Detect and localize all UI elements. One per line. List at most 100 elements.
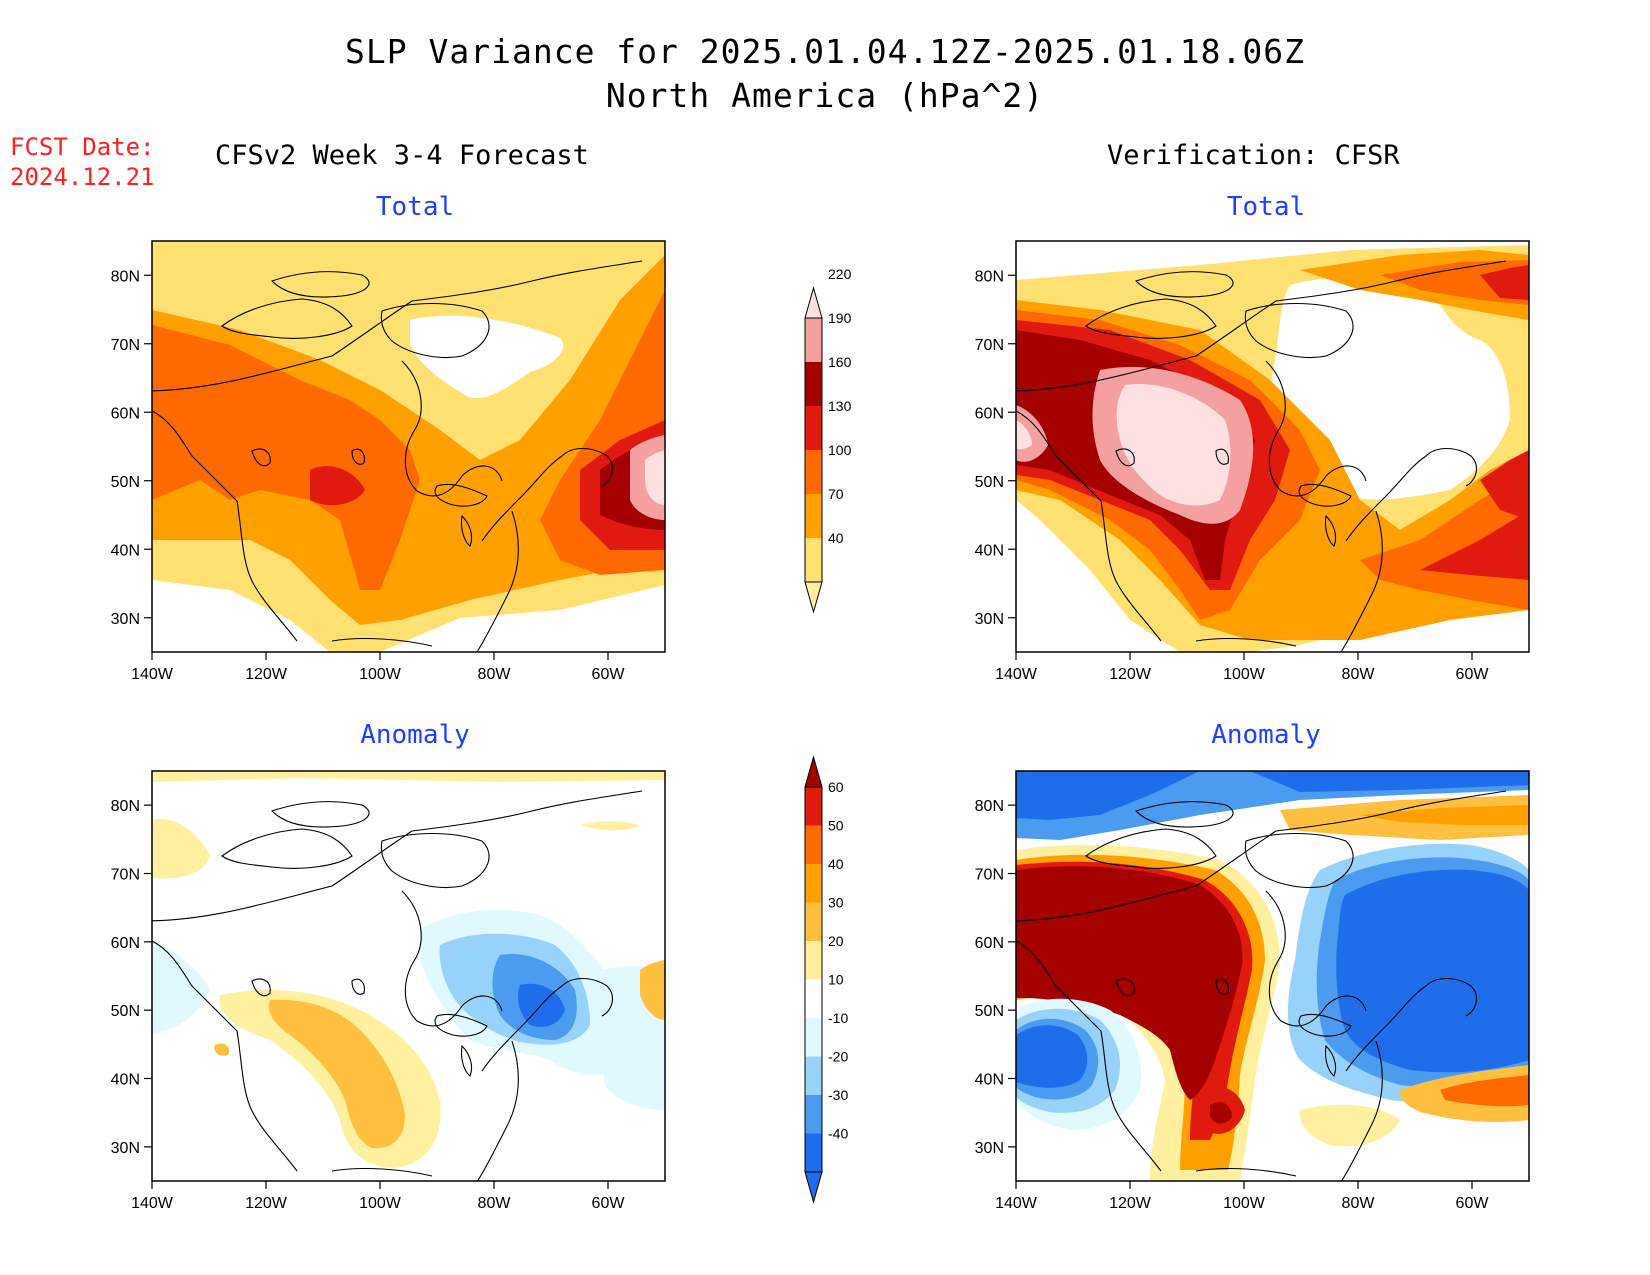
forecast-total-lat-tick-label: 60N bbox=[111, 405, 140, 422]
colorbar-anomaly-swatch bbox=[805, 825, 822, 864]
verification-anomaly-lat-tick-label: 80N bbox=[975, 798, 1004, 815]
forecast-total-lat-tick-label: 40N bbox=[111, 542, 140, 559]
forecast-anomaly-lat-tick-label: 30N bbox=[111, 1140, 140, 1157]
verification-anomaly-map bbox=[1016, 771, 1529, 1181]
forecast-total-map bbox=[152, 241, 665, 652]
forecast-anomaly-lon-tick-label: 140W bbox=[131, 1195, 174, 1212]
forecast-anomaly-lat-tick-label: 80N bbox=[111, 798, 140, 815]
forecast-total-lat-tick-label: 30N bbox=[111, 611, 140, 628]
colorbar-anomaly-swatch bbox=[805, 864, 822, 903]
colorbar-anomaly-level-label: 60 bbox=[828, 779, 844, 795]
verification-anomaly-lat-tick-label: 50N bbox=[975, 1003, 1004, 1020]
colorbar-total-level-label: 100 bbox=[828, 442, 852, 458]
verification-anomaly-lat-tick-label: 60N bbox=[975, 935, 1004, 952]
verification-total-lon-tick-label: 140W bbox=[995, 666, 1038, 683]
verification-total-lat-tick-label: 70N bbox=[975, 337, 1004, 354]
forecast-total-lon-tick-label: 100W bbox=[359, 666, 402, 683]
colorbar-anomaly-level-label: 10 bbox=[828, 972, 844, 988]
forecast-total-lon-tick-label: 120W bbox=[245, 666, 288, 683]
forecast-total-lat-tick-label: 80N bbox=[111, 268, 140, 285]
verification-total-lon-tick-label: 60W bbox=[1456, 666, 1490, 683]
axis-ticks: 140W 120W 100W 80W 60W 80N 70N 60N 50N 40N 30N 140W… bbox=[111, 268, 1490, 1212]
colorbar-total-max-arrow bbox=[804, 286, 823, 319]
panel-title-verification-anomaly: Anomaly bbox=[1211, 720, 1321, 750]
colorbar-anomaly-level-label: 20 bbox=[828, 933, 844, 949]
forecast-anomaly-lon-tick-label: 80W bbox=[478, 1195, 512, 1212]
verification-column-title: Verification: CFSR bbox=[1107, 140, 1400, 171]
forecast-anomaly-lat-tick-label: 60N bbox=[111, 935, 140, 952]
colorbar-anomaly-level-label: -20 bbox=[828, 1049, 848, 1065]
colorbar-total-level-label: 160 bbox=[828, 354, 852, 370]
colorbar-total-level-label: 190 bbox=[828, 310, 852, 326]
forecast-anomaly-lon-tick-label: 60W bbox=[592, 1195, 626, 1212]
fcst-date-value: 2024.12.21 bbox=[10, 163, 155, 191]
colorbar-total-swatch bbox=[805, 494, 822, 538]
verification-total-lat-tick-label: 60N bbox=[975, 405, 1004, 422]
colorbar-anomaly-swatch bbox=[805, 941, 822, 980]
colorbar-anomaly-level-label: 40 bbox=[828, 856, 844, 872]
colorbar-anomaly-swatch bbox=[805, 902, 822, 941]
verification-total-map bbox=[1016, 241, 1529, 652]
colorbar-total-swatch bbox=[805, 538, 822, 582]
colorbar-total-min-arrow bbox=[804, 581, 823, 614]
verification-total-lat-tick-label: 80N bbox=[975, 268, 1004, 285]
verification-total-lat-tick-label: 40N bbox=[975, 542, 1004, 559]
colorbar-anomaly-level-label: -30 bbox=[828, 1087, 848, 1103]
page-title: SLP Variance for 2025.01.04.12Z-2025.01.… bbox=[345, 32, 1305, 71]
verification-anomaly-frame bbox=[1015, 770, 1530, 1182]
colorbar-anomaly-max-arrow bbox=[804, 755, 823, 788]
colorbar-total-swatch bbox=[805, 362, 822, 406]
verification-anomaly-lon-tick-label: 100W bbox=[1223, 1195, 1266, 1212]
verification-anomaly-lon-tick-label: 80W bbox=[1342, 1195, 1376, 1212]
colorbar-total-swatch bbox=[805, 450, 822, 494]
colorbar-anomaly-swatch bbox=[805, 1095, 822, 1134]
forecast-total-lon-tick-label: 80W bbox=[478, 666, 512, 683]
forecast-anomaly-lon-tick-label: 100W bbox=[359, 1195, 402, 1212]
panel-title-forecast-anomaly: Anomaly bbox=[360, 720, 470, 750]
colorbar-anomaly-swatch bbox=[805, 1056, 822, 1095]
colorbar-anomaly-swatch bbox=[805, 787, 822, 826]
colorbar-anomaly-level-label: -40 bbox=[828, 1126, 848, 1142]
colorbar-anomaly-level-label: 50 bbox=[828, 818, 844, 834]
forecast-anomaly-lat-tick-label: 50N bbox=[111, 1003, 140, 1020]
forecast-anomaly-map bbox=[152, 771, 665, 1181]
forecast-column-title: CFSv2 Week 3-4 Forecast bbox=[215, 140, 589, 171]
forecast-total-frame bbox=[151, 240, 666, 653]
colorbar-anomaly-swatch bbox=[805, 1133, 822, 1172]
verification-anomaly-lat-tick-label: 70N bbox=[975, 867, 1004, 884]
panel-title-forecast-total: Total bbox=[375, 192, 455, 222]
colorbar-total-level-label: 220 bbox=[828, 266, 852, 282]
colorbar-anomaly-level-label: -10 bbox=[828, 1010, 848, 1026]
page-subtitle: North America (hPa^2) bbox=[605, 76, 1045, 115]
verification-anomaly-lon-tick-label: 60W bbox=[1456, 1195, 1490, 1212]
forecast-total-lat-tick-label: 50N bbox=[111, 474, 140, 491]
forecast-total-lat-tick-label: 70N bbox=[111, 337, 140, 354]
verification-total-lat-tick-label: 30N bbox=[975, 611, 1004, 628]
verification-anomaly-lat-tick-label: 30N bbox=[975, 1140, 1004, 1157]
colorbar-total-swatch bbox=[805, 406, 822, 450]
verification-anomaly-lon-tick-label: 120W bbox=[1109, 1195, 1152, 1212]
verification-anomaly-lon-tick-label: 140W bbox=[995, 1195, 1038, 1212]
forecast-anomaly-lat-tick-label: 40N bbox=[111, 1072, 140, 1089]
colorbar-anomaly-level-label: 30 bbox=[828, 895, 844, 911]
fcst-date-label: FCST Date: bbox=[10, 133, 155, 161]
forecast-anomaly-lon-tick-label: 120W bbox=[245, 1195, 288, 1212]
verification-anomaly-lat-tick-label: 40N bbox=[975, 1072, 1004, 1089]
verification-total-frame bbox=[1015, 240, 1530, 653]
colorbar-anomaly-swatch bbox=[805, 1018, 822, 1057]
colorbar-anomaly-min-arrow bbox=[804, 1171, 823, 1204]
panel-title-verification-total: Total bbox=[1226, 192, 1306, 222]
colorbar-total-frame bbox=[804, 317, 823, 583]
colorbar-total: 40 70 100 130 160 190 220 bbox=[804, 266, 852, 614]
forecast-total-lon-tick-label: 140W bbox=[131, 666, 174, 683]
forecast-anomaly-frame bbox=[151, 770, 666, 1182]
colorbar-anomaly-frame bbox=[804, 786, 823, 1173]
colorbar-anomaly: -40 -30 -20 -10 10 20 30 40 50 60 bbox=[804, 755, 848, 1204]
forecast-anomaly-lat-tick-label: 70N bbox=[111, 867, 140, 884]
verification-total-lat-tick-label: 50N bbox=[975, 474, 1004, 491]
verification-total-lon-tick-label: 100W bbox=[1223, 666, 1266, 683]
colorbar-total-swatch bbox=[805, 318, 822, 362]
colorbar-total-level-label: 40 bbox=[828, 530, 844, 546]
forecast-total-lon-tick-label: 60W bbox=[592, 666, 626, 683]
